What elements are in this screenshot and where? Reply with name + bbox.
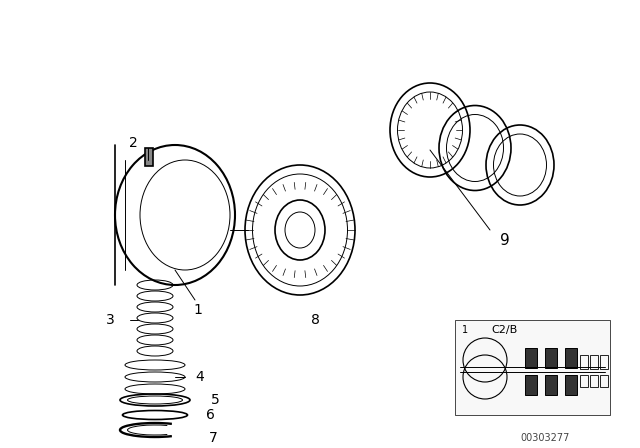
- Bar: [565, 375, 577, 395]
- Bar: [600, 375, 608, 387]
- Text: 5: 5: [211, 393, 220, 407]
- Text: C2/B: C2/B: [492, 325, 518, 335]
- Bar: [545, 348, 557, 368]
- Text: 00303277: 00303277: [520, 433, 570, 443]
- Text: 4: 4: [196, 370, 204, 384]
- Text: 2: 2: [129, 136, 138, 150]
- Text: 6: 6: [205, 408, 214, 422]
- Text: 1: 1: [462, 325, 468, 335]
- Bar: [590, 375, 598, 387]
- Bar: [600, 355, 608, 369]
- Bar: [525, 348, 537, 368]
- Bar: [545, 375, 557, 395]
- Bar: [145, 148, 153, 166]
- Text: 9: 9: [500, 233, 510, 247]
- Bar: [580, 375, 588, 387]
- Text: 8: 8: [310, 313, 319, 327]
- Bar: [525, 375, 537, 395]
- Bar: [455, 320, 610, 415]
- Bar: [580, 355, 588, 369]
- Text: 7: 7: [209, 431, 218, 445]
- Bar: [565, 348, 577, 368]
- Bar: [590, 355, 598, 369]
- Text: 3: 3: [106, 313, 115, 327]
- Text: 1: 1: [193, 303, 202, 317]
